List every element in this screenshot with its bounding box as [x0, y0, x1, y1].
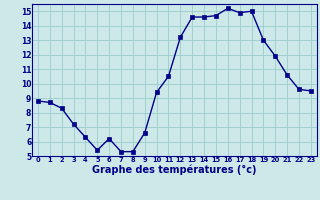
X-axis label: Graphe des températures (°c): Graphe des températures (°c) [92, 164, 257, 175]
